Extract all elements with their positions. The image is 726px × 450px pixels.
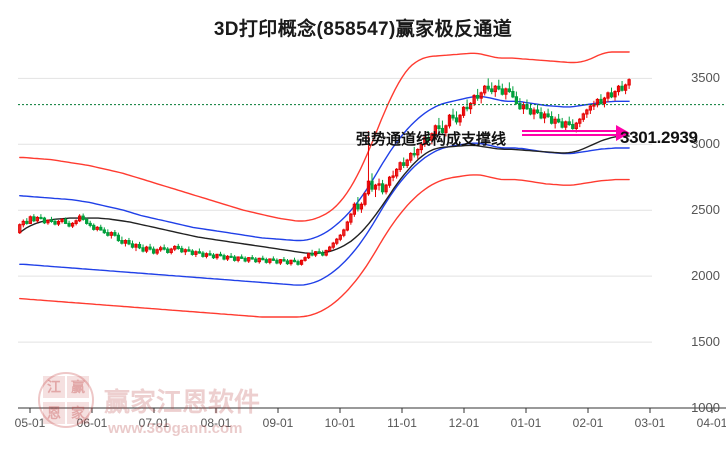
y-axis-tick: 3500 — [691, 70, 720, 86]
annotation-label: 强势通道线构成支撑线 — [356, 131, 507, 148]
y-axis-tick: 3000 — [691, 136, 720, 152]
watermark-url: www.360gann.com — [108, 420, 243, 437]
x-axis-tick: 04-01 — [696, 416, 726, 430]
current-price-label: 3301.2939 — [620, 128, 698, 147]
x-axis-tick: 11-01 — [387, 416, 417, 430]
x-axis-tick: 02-01 — [572, 416, 604, 430]
x-axis-tick: 05-01 — [14, 416, 46, 430]
x-axis-tick: 03-01 — [634, 416, 666, 430]
y-axis-tick: 2000 — [691, 268, 720, 284]
page-title: 3D打印概念(858547)赢家极反通道 — [213, 19, 513, 40]
x-axis-tick: 10-01 — [324, 416, 356, 430]
y-axis-tick: 1000 — [691, 400, 720, 415]
x-axis-tick: 01-01 — [510, 416, 542, 430]
x-axis-tick: 07-01 — [138, 416, 170, 430]
y-axis-tick: 1500 — [691, 334, 720, 350]
x-axis-tick: 08-01 — [200, 416, 232, 430]
y-axis-tick: 2500 — [691, 202, 720, 218]
x-axis-tick: 06-01 — [76, 416, 108, 430]
x-axis-tick: 12-01 — [448, 416, 480, 430]
x-axis-tick: 09-01 — [262, 416, 294, 430]
